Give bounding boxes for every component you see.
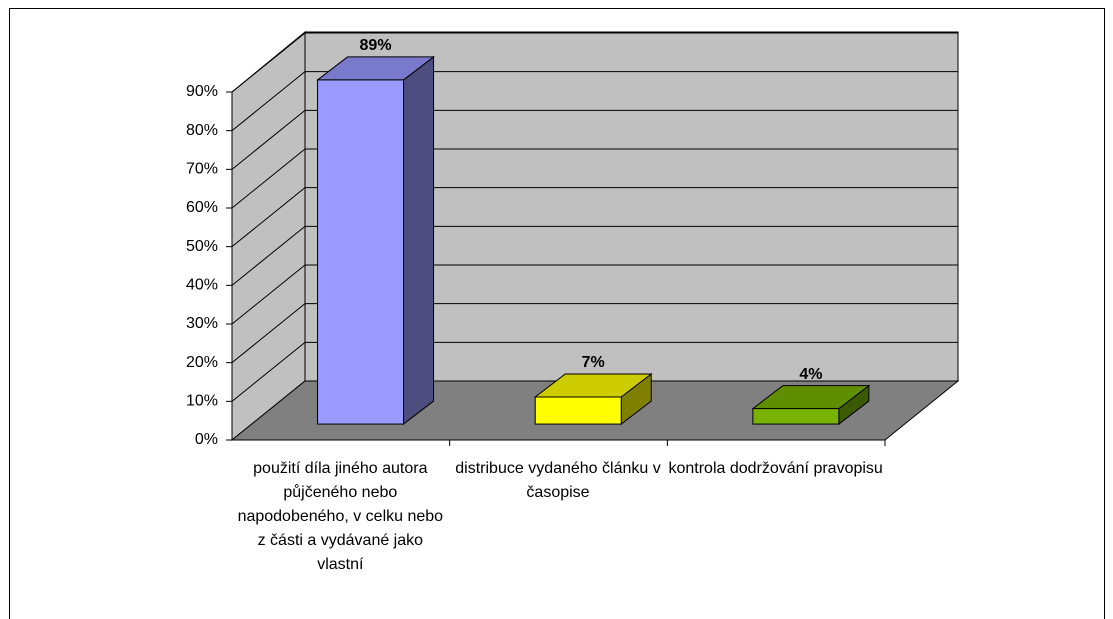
y-tick-label: 0% bbox=[195, 431, 218, 448]
x-tick-label: použití díla jiného autora půjčeného neb… bbox=[237, 460, 444, 573]
x-tick-label: kontrola dodržování pravopisu bbox=[668, 460, 883, 477]
y-tick-label: 10% bbox=[186, 393, 218, 410]
grid-line bbox=[231, 341, 306, 402]
grid-line bbox=[231, 109, 306, 170]
bar bbox=[534, 396, 622, 425]
y-tick-label: 80% bbox=[186, 122, 218, 139]
value-label: 89% bbox=[360, 37, 392, 54]
grid-line bbox=[231, 264, 306, 325]
grid-line bbox=[231, 148, 306, 209]
grid-line bbox=[231, 32, 306, 93]
y-tick-label: 50% bbox=[186, 238, 218, 255]
left-wall bbox=[231, 30, 306, 442]
y-tick-label: 30% bbox=[186, 315, 218, 332]
bar-side bbox=[403, 55, 435, 426]
value-label: 7% bbox=[582, 354, 605, 371]
y-tick-label: 40% bbox=[186, 277, 218, 294]
y-tick-label: 70% bbox=[186, 161, 218, 178]
bar bbox=[317, 79, 405, 425]
y-tick-label: 90% bbox=[186, 83, 218, 100]
grid-line bbox=[231, 303, 306, 364]
grid-line bbox=[231, 187, 306, 248]
y-tick-label: 60% bbox=[186, 199, 218, 216]
grid-line bbox=[231, 71, 306, 132]
x-tick-label: distribuce vydaného článku v časopise bbox=[455, 460, 661, 501]
y-tick-label: 20% bbox=[186, 354, 218, 371]
value-label: 4% bbox=[799, 366, 822, 383]
bar bbox=[752, 408, 840, 425]
grid-line bbox=[231, 225, 306, 286]
